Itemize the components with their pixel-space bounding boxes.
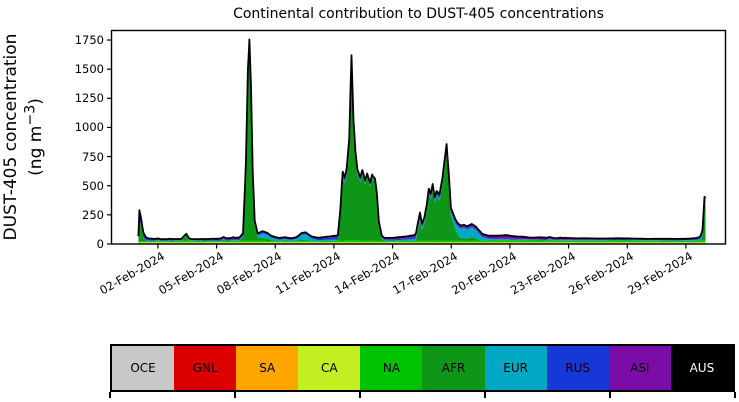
y-tick-label: 250 [82,207,104,222]
legend-item-label: RUS [565,361,591,375]
y-tick-label: 750 [82,149,104,164]
series-area-NA [138,240,706,243]
series-area-AFR [138,45,706,242]
y-tick-label: 500 [82,178,104,193]
legend-item-label: OCE [130,361,156,375]
legend-item-GNL: GNL [174,346,237,390]
legend: OCE GNL SA CA NA AFR EUR RUS ASI AUS [110,344,735,392]
series-area-EUR [138,44,706,242]
series-area-AUS [138,39,706,240]
y-tick-label: 1500 [74,62,104,77]
y-tick-label: 1750 [74,33,104,48]
legend-item-label: GNL [192,361,218,375]
legend-item-label: ASI [630,361,650,375]
legend-axis-ticks [109,392,736,399]
series-area-RUS [138,41,706,241]
legend-item-label: SA [259,361,276,375]
series-area-CA [138,242,706,243]
legend-item-SA: SA [236,346,299,390]
legend-item-AFR: AFR [422,346,485,390]
legend-item-NA: NA [360,346,423,390]
legend-item-ASI: ASI [608,346,671,390]
legend-item-label: AUS [689,361,715,375]
legend-item-label: CA [321,361,338,375]
legend-tick-mark [609,392,611,398]
legend-item-CA: CA [298,346,361,390]
legend-tick-mark [359,392,361,398]
y-tick-label: 0 [96,237,104,251]
y-tick-label: 1250 [74,91,104,106]
legend-tick-mark [234,392,236,398]
legend-item-RUS: RUS [546,346,609,390]
axes-frame [110,29,727,245]
legend-tick-mark [109,392,111,398]
legend-item-OCE: OCE [112,346,175,390]
legend-item-AUS: AUS [670,346,733,390]
legend-item-label: NA [382,361,401,375]
legend-item-EUR: EUR [484,346,547,390]
legend-tick-mark [484,392,486,398]
total-concentration-line [137,38,707,241]
legend-tick-mark [734,392,736,398]
legend-item-label: EUR [503,361,528,375]
chart-title: Continental contribution to DUST-405 con… [233,6,604,22]
series-area-ASI [138,39,706,241]
y-tick-label: 1000 [74,120,104,135]
legend-item-label: AFR [441,361,466,375]
